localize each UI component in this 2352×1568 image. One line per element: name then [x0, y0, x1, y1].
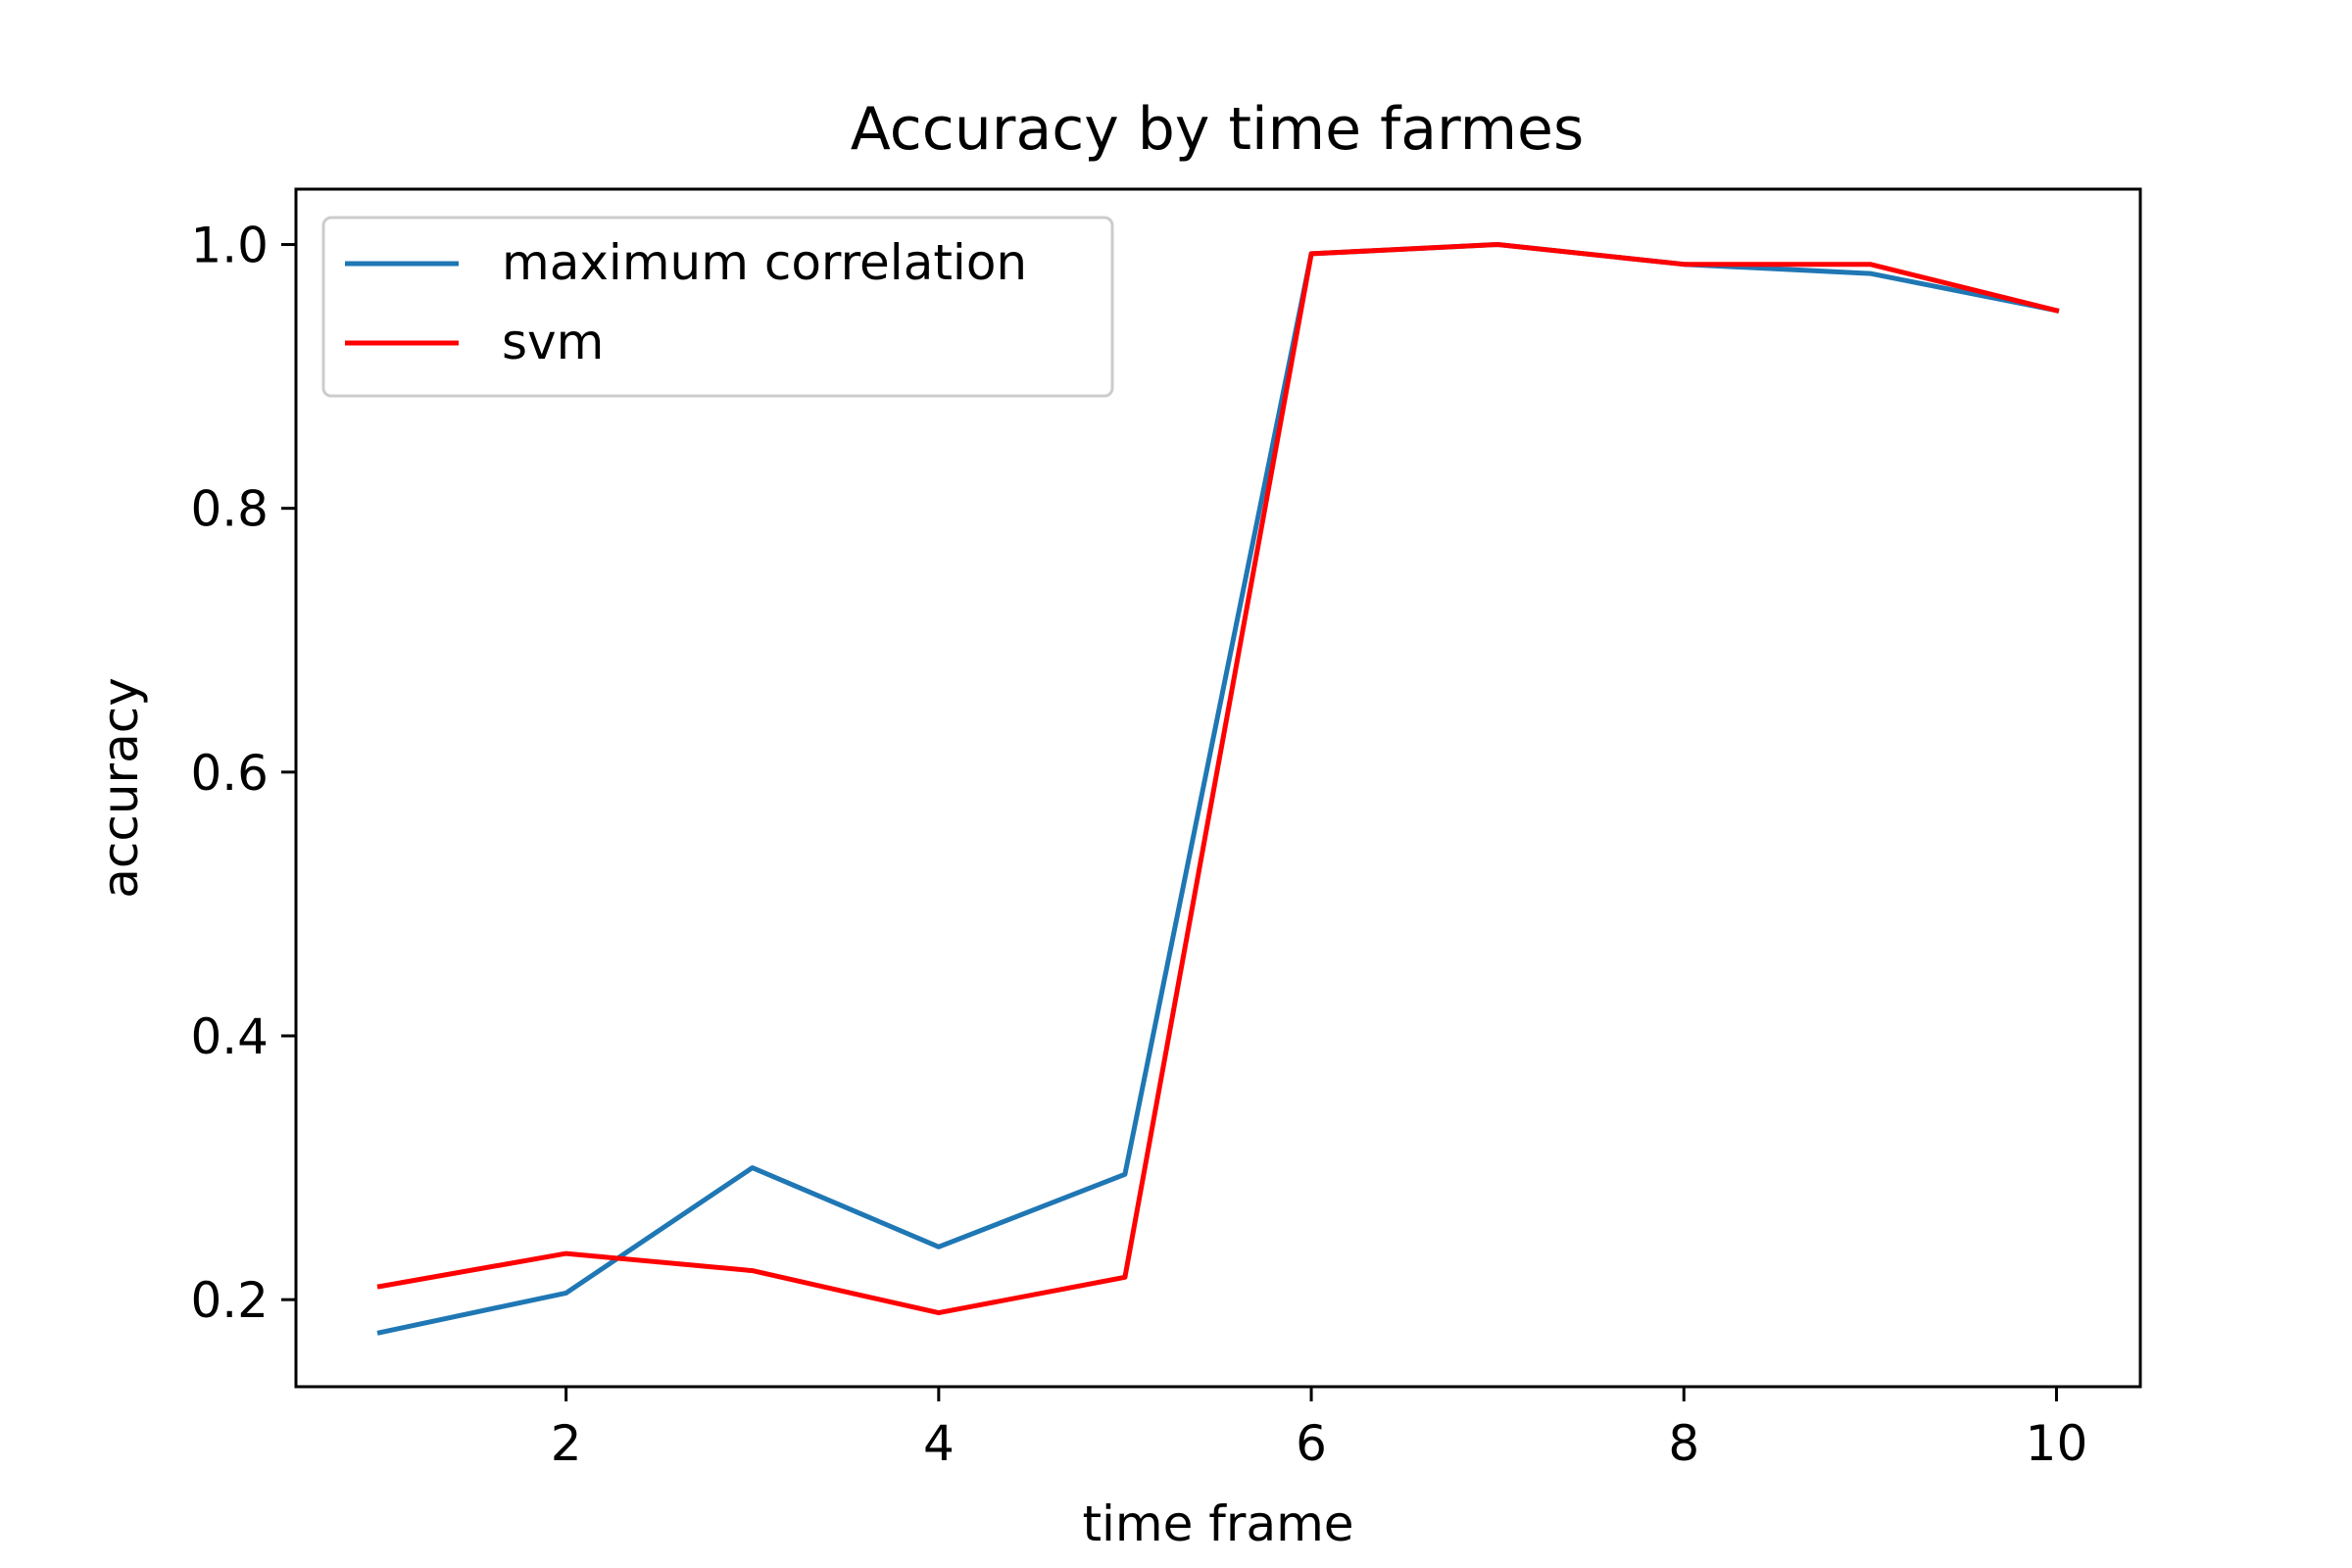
x-tick-label: 6 — [1296, 1415, 1327, 1472]
x-tick-label: 10 — [2026, 1415, 2088, 1472]
x-axis-label: time frame — [1082, 1495, 1353, 1552]
legend-label-maximum-correlation: maximum correlation — [502, 234, 1027, 291]
y-axis-label: accuracy — [92, 677, 149, 899]
x-tick-label: 8 — [1668, 1415, 1699, 1472]
series-line-maximum-correlation — [376, 242, 2060, 1336]
y-tick-label: 0.6 — [190, 745, 269, 802]
y-tick-label: 0.2 — [190, 1272, 269, 1329]
legend-label-svm: svm — [502, 314, 604, 370]
y-tick-label: 1.0 — [190, 218, 269, 274]
y-tick-label: 0.8 — [190, 481, 269, 538]
y-ticks: 0.2 0.4 0.6 0.8 1.0 — [190, 218, 296, 1329]
chart-title: Accuracy by time farmes — [851, 95, 1584, 164]
legend-box — [321, 216, 1114, 398]
x-ticks: 2 4 6 8 10 — [551, 1387, 2088, 1472]
y-tick-label: 0.4 — [190, 1008, 269, 1065]
plot-frame — [294, 187, 2142, 1389]
x-tick-label: 2 — [551, 1415, 582, 1472]
series-line-svm — [376, 242, 2060, 1316]
x-tick-label: 4 — [923, 1415, 955, 1472]
series-layer — [376, 242, 2060, 1336]
legend: maximum correlation svm — [321, 216, 1114, 398]
